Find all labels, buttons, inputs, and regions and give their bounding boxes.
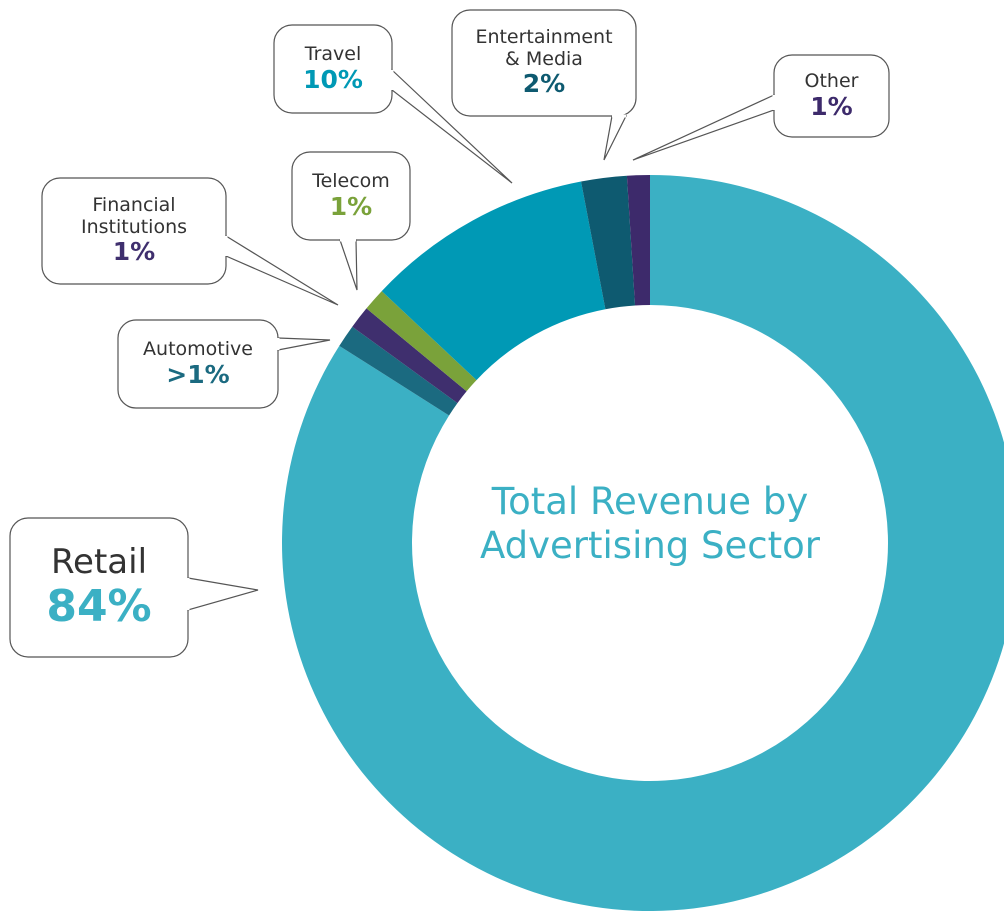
callout-box	[41, 177, 227, 285]
callout-label: Retail 84%	[10, 518, 188, 657]
value-label: 84%	[46, 580, 152, 632]
category-label: Other	[804, 69, 859, 92]
callout-label: Entertainment & Media 2%	[452, 10, 636, 116]
callout-label: Travel 10%	[274, 25, 392, 113]
value-label: 2%	[522, 69, 566, 99]
callout-pointer	[603, 115, 627, 161]
chart-title: Total Revenue by Advertising Sector	[479, 480, 820, 568]
callout-box	[273, 24, 393, 114]
category-label: Automotive	[143, 337, 253, 360]
callout-pointer	[187, 577, 259, 611]
callout-label: Financial Institutions 1%	[42, 178, 226, 284]
callout-pointer	[277, 337, 331, 351]
category-label: Travel	[304, 42, 362, 65]
donut-slice	[366, 291, 477, 392]
donut-slice	[352, 308, 467, 404]
donut-slice	[581, 175, 636, 310]
value-label: 1%	[112, 237, 156, 267]
category-label: Entertainment & Media	[475, 25, 613, 70]
callout-pointer	[339, 239, 358, 291]
value-label: 10%	[303, 64, 363, 94]
donut-slice	[282, 175, 1004, 911]
callout-label: Telecom 1%	[292, 152, 410, 240]
donut-slice	[626, 175, 650, 306]
callout-label: Automotive >1%	[118, 320, 278, 408]
callout-box	[451, 9, 637, 117]
donut-slice	[339, 326, 458, 416]
category-label: Retail	[50, 541, 148, 582]
value-label: >1%	[166, 359, 230, 389]
donut-slice	[381, 181, 606, 381]
category-label: Telecom	[312, 169, 390, 192]
callout-pointer	[225, 234, 339, 306]
value-label: 1%	[810, 91, 853, 121]
category-label: Financial Institutions	[80, 193, 188, 238]
callout-label: Other 1%	[774, 55, 889, 137]
callout-pointer	[632, 94, 775, 161]
callout-box	[117, 319, 279, 409]
value-label: 1%	[329, 191, 373, 221]
